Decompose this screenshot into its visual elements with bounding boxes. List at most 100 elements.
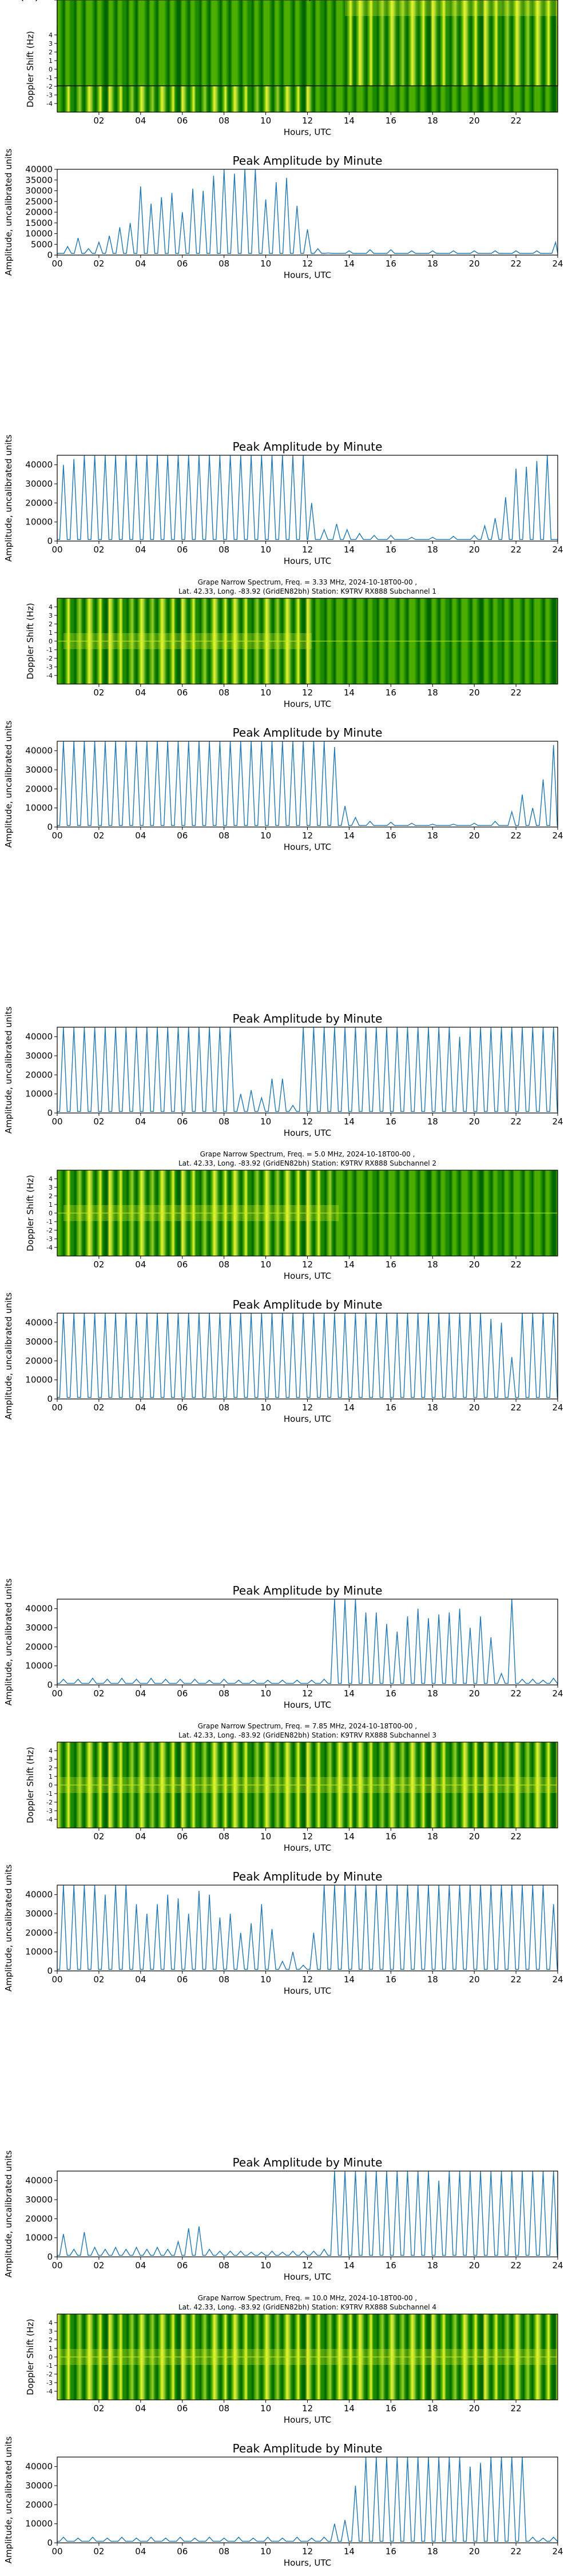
spectrogram-title-line1: Grape Narrow Spectrum, Freq. = 3.33 MHz,… bbox=[198, 578, 417, 586]
y-tick-label: 1 bbox=[49, 0, 53, 2]
x-tick-label: 02 bbox=[93, 2546, 104, 2557]
y-tick-label: 4 bbox=[49, 1175, 53, 1183]
x-tick-label: 10 bbox=[260, 1688, 271, 1699]
y-tick-label: 0 bbox=[49, 1782, 53, 1789]
y-tick-label: 10000 bbox=[25, 517, 53, 527]
y-tick-label: 30000 bbox=[25, 186, 53, 196]
x-tick-label: 22 bbox=[511, 1688, 522, 1699]
x-tick-label: 18 bbox=[427, 2260, 438, 2271]
x-tick-label: 14 bbox=[344, 1974, 355, 1985]
x-tick-label: 22 bbox=[511, 2403, 522, 2414]
x-tick-label: 08 bbox=[219, 1831, 229, 1842]
y-tick-label: 40000 bbox=[25, 1032, 53, 1042]
x-tick-label: 06 bbox=[177, 1688, 188, 1699]
y-axis-label: Doppler Shift (Hz) bbox=[0, 0, 38, 2]
doppler-spread-band bbox=[63, 633, 312, 649]
x-tick-label: 06 bbox=[177, 687, 188, 698]
x-tick-label: 12 bbox=[302, 1974, 313, 1985]
y-tick-label: 10000 bbox=[25, 1661, 53, 1671]
x-tick-label: 10 bbox=[260, 2260, 271, 2271]
spectrogram-panel-4: Grape Narrow Spectrum, Freq. = 5.0 MHz, … bbox=[25, 1150, 558, 1281]
x-tick-label: 12 bbox=[302, 544, 313, 555]
amplitude-panel-15: Peak Amplitude by Minute 0 10000 20000 30000… bbox=[3, 2150, 563, 2282]
y-tick-label: 40000 bbox=[25, 2462, 53, 2472]
x-tick-label: 16 bbox=[386, 1259, 396, 1270]
y-tick-label: -3 bbox=[46, 2379, 53, 2387]
x-tick-label: 16 bbox=[386, 687, 396, 698]
amplitude-title: Peak Amplitude by Minute bbox=[233, 1870, 383, 1883]
x-tick-label: 22 bbox=[511, 1402, 522, 1413]
x-tick-label: 18 bbox=[427, 830, 438, 841]
x-tick-label: 02 bbox=[93, 259, 104, 269]
x-tick-label: 14 bbox=[344, 0, 355, 2]
x-tick-label: 14 bbox=[344, 2546, 355, 2557]
y-tick-label: 40000 bbox=[25, 1890, 53, 1900]
x-tick-label: 16 bbox=[386, 1402, 396, 1413]
amplitude-series-line bbox=[57, 1885, 558, 1970]
y-tick-label: 25000 bbox=[25, 196, 53, 206]
amplitude-series-line bbox=[57, 455, 558, 540]
y-tick-label: 0 bbox=[47, 2252, 53, 2262]
x-tick-label: 12 bbox=[302, 2403, 313, 2414]
amplitude-title: Peak Amplitude by Minute bbox=[233, 2156, 383, 2169]
y-tick-label: -1 bbox=[46, 0, 53, 2]
y-tick-label: -3 bbox=[46, 0, 53, 2]
x-tick-label: 12 bbox=[302, 1259, 313, 1270]
x-tick-label: 18 bbox=[427, 0, 438, 2]
x-tick-label: 14 bbox=[344, 1116, 355, 1127]
y-tick-label: -2 bbox=[46, 0, 53, 2]
y-tick-label: -2 bbox=[46, 2371, 53, 2378]
x-tick-label: 04 bbox=[135, 0, 146, 2]
x-tick-label: 20 bbox=[469, 0, 480, 2]
x-tick-label: 02 bbox=[93, 2403, 104, 2414]
x-tick-label: 08 bbox=[219, 2260, 229, 2271]
x-tick-label: 14 bbox=[344, 544, 355, 555]
x-tick-label: 20 bbox=[469, 1402, 480, 1413]
x-tick-label: 10 bbox=[260, 2403, 271, 2414]
y-tick-label: 10000 bbox=[25, 1375, 53, 1385]
x-tick-label: 00 bbox=[51, 544, 62, 555]
x-tick-label: 16 bbox=[386, 2403, 396, 2414]
x-tick-label: 16 bbox=[386, 544, 396, 555]
spectrogram-title-line1: Grape Narrow Spectrum, Freq. = 5.0 MHz, … bbox=[200, 1150, 415, 1158]
x-tick-label: 04 bbox=[135, 687, 146, 698]
x-tick-label: 02 bbox=[93, 830, 104, 841]
spectrogram-title-line1: Grape Narrow Spectrum, Freq. = 10.0 MHz,… bbox=[198, 2294, 417, 2302]
amplitude-panel-7: Peak Amplitude by Minute 0 10000 20000 30000… bbox=[3, 1007, 563, 1138]
y-tick-label: -2 bbox=[46, 655, 53, 662]
x-tick-label: 06 bbox=[177, 830, 188, 841]
y-tick-label: 0 bbox=[49, 66, 53, 73]
y-tick-label: 40000 bbox=[25, 746, 53, 756]
y-axis-label: Doppler Shift (Hz) bbox=[25, 1747, 35, 1823]
y-tick-label: 4 bbox=[49, 0, 53, 2]
y-axis-label: Amplitude, uncalibrated units bbox=[3, 2436, 14, 2564]
x-tick-label: 16 bbox=[386, 1974, 396, 1985]
x-axis-label: Hours, UTC bbox=[284, 1271, 331, 1281]
x-tick-label: 12 bbox=[302, 0, 313, 2]
amplitude-title: Peak Amplitude by Minute bbox=[233, 1298, 383, 1311]
y-tick-label: 1 bbox=[49, 0, 53, 2]
x-tick-label: 20 bbox=[469, 1688, 480, 1699]
doppler-spread-band bbox=[63, 1205, 339, 1221]
y-tick-label: 20000 bbox=[25, 784, 53, 794]
y-tick-label: -3 bbox=[46, 1235, 53, 1243]
spectrogram-frame bbox=[57, 0, 558, 86]
y-tick-label: 1 bbox=[49, 0, 53, 2]
y-tick-label: 1 bbox=[49, 1773, 53, 1780]
x-tick-label: 12 bbox=[302, 259, 313, 269]
x-tick-label: 18 bbox=[427, 1116, 438, 1127]
y-tick-label: 30000 bbox=[25, 765, 53, 775]
y-tick-label: 1 bbox=[49, 57, 53, 65]
x-tick-label: 04 bbox=[135, 1974, 146, 1985]
x-tick-label: 02 bbox=[93, 0, 104, 2]
x-tick-label: 10 bbox=[260, 544, 271, 555]
x-tick-label: 18 bbox=[427, 687, 438, 698]
y-tick-label: 20000 bbox=[25, 1070, 53, 1080]
x-tick-label: 08 bbox=[219, 1688, 229, 1699]
y-tick-label: 35000 bbox=[25, 175, 53, 185]
amplitude-panel-17: Peak Amplitude by Minute 0 10000 20000 30000… bbox=[3, 2436, 563, 2568]
amplitude-series-line bbox=[57, 2456, 558, 2542]
x-tick-label: 22 bbox=[511, 544, 522, 555]
x-tick-label: 02 bbox=[93, 2260, 104, 2271]
x-tick-label: 20 bbox=[469, 2403, 480, 2414]
